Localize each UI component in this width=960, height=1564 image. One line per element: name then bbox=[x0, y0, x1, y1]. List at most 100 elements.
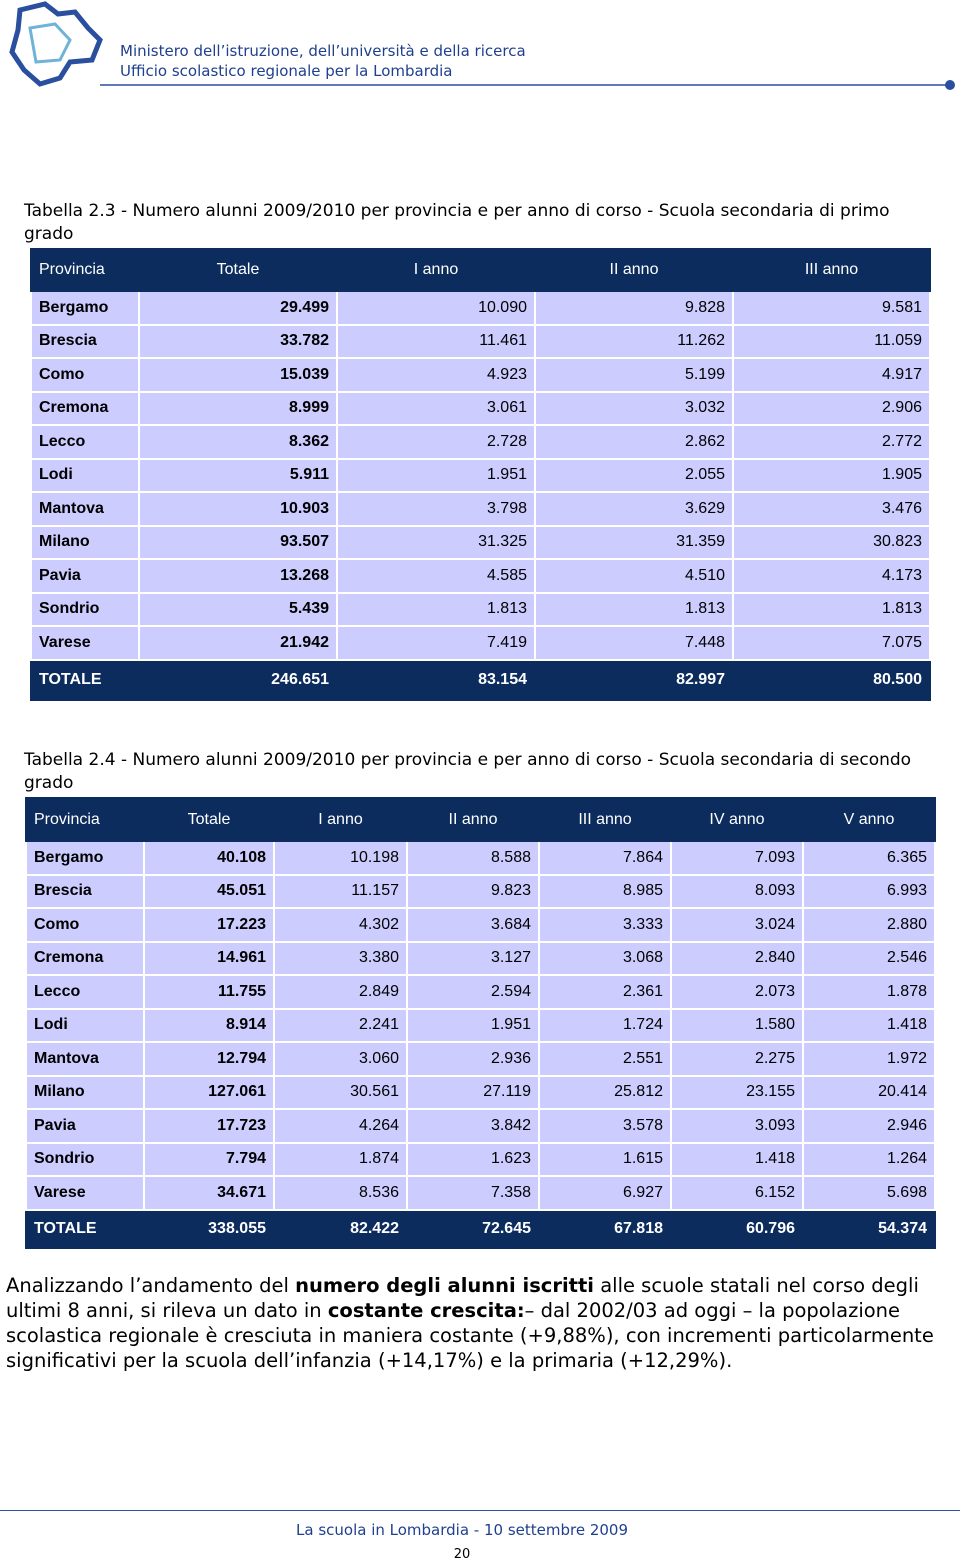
value-cell: 25.812 bbox=[538, 1074, 672, 1110]
table-body: Provincia Totale I anno II anno III anno Berg… bbox=[30, 248, 931, 701]
text-run: – dal 2002/03 ad oggi – la popolazione s… bbox=[6, 1299, 934, 1372]
data-row: Milano 127.061 30.561 27.119 25.812 23.155 20.… bbox=[25, 1074, 936, 1110]
value-cell: 17.723 bbox=[143, 1108, 275, 1144]
value-cell: 45.051 bbox=[143, 873, 275, 909]
value-cell: 3.380 bbox=[273, 940, 408, 976]
total-cell: 72.645 bbox=[406, 1208, 540, 1249]
logo-inner bbox=[28, 22, 72, 64]
logo bbox=[9, 1, 103, 87]
value-cell: 2.906 bbox=[732, 390, 931, 426]
value-cell: 2.946 bbox=[802, 1108, 936, 1144]
value-cell: 13.268 bbox=[138, 558, 338, 594]
header-row: Provincia Totale I anno II anno III anno bbox=[30, 248, 931, 292]
value-cell: 5.199 bbox=[534, 357, 734, 393]
value-cell: 7.419 bbox=[336, 625, 536, 661]
column-header: IV anno bbox=[670, 797, 804, 842]
footer-rule bbox=[0, 1510, 960, 1511]
province-cell: Lodi bbox=[25, 1007, 145, 1043]
value-cell: 7.358 bbox=[406, 1175, 540, 1211]
province-cell: Cremona bbox=[25, 940, 145, 976]
province-cell: Como bbox=[25, 907, 145, 943]
value-cell: 4.264 bbox=[273, 1108, 408, 1144]
text-run: numero degli alunni iscritti bbox=[295, 1274, 594, 1297]
header-dot bbox=[945, 80, 955, 90]
province-cell: Lecco bbox=[30, 424, 140, 460]
header-row: Provincia Totale I anno II anno III anno IV a… bbox=[25, 797, 936, 842]
value-cell: 1.951 bbox=[336, 457, 536, 493]
value-cell: 1.878 bbox=[802, 974, 936, 1010]
province-cell: Como bbox=[30, 357, 140, 393]
data-row: Bergamo 40.108 10.198 8.588 7.864 7.093 6.365 bbox=[25, 840, 936, 876]
column-header: III anno bbox=[732, 248, 931, 292]
value-cell: 1.418 bbox=[802, 1007, 936, 1043]
value-cell: 2.840 bbox=[670, 940, 804, 976]
value-cell: 8.914 bbox=[143, 1007, 275, 1043]
value-cell: 10.090 bbox=[336, 290, 536, 326]
data-row: Pavia 13.268 4.585 4.510 4.173 bbox=[30, 558, 931, 594]
value-cell: 1.813 bbox=[336, 591, 536, 627]
data-row: Lodi 8.914 2.241 1.951 1.724 1.580 1.418 bbox=[25, 1007, 936, 1043]
value-cell: 7.075 bbox=[732, 625, 931, 661]
value-cell: 1.580 bbox=[670, 1007, 804, 1043]
value-cell: 3.068 bbox=[538, 940, 672, 976]
total-row: TOTALE 246.651 83.154 82.997 80.500 bbox=[30, 658, 931, 701]
value-cell: 6.365 bbox=[802, 840, 936, 876]
value-cell: 6.927 bbox=[538, 1175, 672, 1211]
value-cell: 2.728 bbox=[336, 424, 536, 460]
total-cell: TOTALE bbox=[25, 1208, 145, 1249]
value-cell: 3.127 bbox=[406, 940, 540, 976]
total-cell: 67.818 bbox=[538, 1208, 672, 1249]
table-body: Provincia Totale I anno II anno III anno IV a… bbox=[25, 797, 936, 1249]
value-cell: 2.073 bbox=[670, 974, 804, 1010]
value-cell: 12.794 bbox=[143, 1041, 275, 1077]
total-cell: 80.500 bbox=[732, 658, 931, 701]
data-row: Varese 21.942 7.419 7.448 7.075 bbox=[30, 625, 931, 661]
value-cell: 3.333 bbox=[538, 907, 672, 943]
footer-text: La scuola in Lombardia - 10 settembre 20… bbox=[296, 1521, 628, 1539]
column-header: Totale bbox=[143, 797, 275, 842]
page-number: 20 bbox=[453, 1547, 471, 1562]
value-cell: 20.414 bbox=[802, 1074, 936, 1110]
value-cell: 3.629 bbox=[534, 491, 734, 527]
value-cell: 40.108 bbox=[143, 840, 275, 876]
value-cell: 3.060 bbox=[273, 1041, 408, 1077]
value-cell: 2.241 bbox=[273, 1007, 408, 1043]
value-cell: 1.813 bbox=[732, 591, 931, 627]
value-cell: 34.671 bbox=[143, 1175, 275, 1211]
data-row: Como 15.039 4.923 5.199 4.917 bbox=[30, 357, 931, 393]
value-cell: 10.903 bbox=[138, 491, 338, 527]
value-cell: 8.999 bbox=[138, 390, 338, 426]
value-cell: 2.936 bbox=[406, 1041, 540, 1077]
column-header: V anno bbox=[802, 797, 936, 842]
value-cell: 93.507 bbox=[138, 524, 338, 560]
province-cell: Bergamo bbox=[25, 840, 145, 876]
value-cell: 4.585 bbox=[336, 558, 536, 594]
value-cell: 4.923 bbox=[336, 357, 536, 393]
value-cell: 2.361 bbox=[538, 974, 672, 1010]
province-cell: Lodi bbox=[30, 457, 140, 493]
value-cell: 2.551 bbox=[538, 1041, 672, 1077]
data-row: Lodi 5.911 1.951 2.055 1.905 bbox=[30, 457, 931, 493]
text-run: costante crescita: bbox=[327, 1299, 525, 1322]
value-cell: 29.499 bbox=[138, 290, 338, 326]
value-cell: 1.264 bbox=[802, 1141, 936, 1177]
data-row: Lecco 8.362 2.728 2.862 2.772 bbox=[30, 424, 931, 460]
value-cell: 11.755 bbox=[143, 974, 275, 1010]
header-line: Ministero dell’istruzione, dell’universi… bbox=[120, 42, 526, 60]
value-cell: 33.782 bbox=[138, 323, 338, 359]
value-cell: 8.985 bbox=[538, 873, 672, 909]
value-cell: 2.055 bbox=[534, 457, 734, 493]
text-run: alle scuole statali nel corso degli ulti… bbox=[6, 1274, 919, 1322]
province-cell: Varese bbox=[25, 1175, 145, 1211]
value-cell: 3.798 bbox=[336, 491, 536, 527]
column-header: Totale bbox=[138, 248, 338, 292]
province-cell: Varese bbox=[30, 625, 140, 661]
data-row: Lecco 11.755 2.849 2.594 2.361 2.073 1.878 bbox=[25, 974, 936, 1010]
paragraph: Analizzando l’andamento del numero degli… bbox=[6, 1273, 946, 1373]
data-row: Sondrio 5.439 1.813 1.813 1.813 bbox=[30, 591, 931, 627]
data-row: Como 17.223 4.302 3.684 3.333 3.024 2.880 bbox=[25, 907, 936, 943]
value-cell: 4.510 bbox=[534, 558, 734, 594]
value-cell: 15.039 bbox=[138, 357, 338, 393]
value-cell: 3.476 bbox=[732, 491, 931, 527]
